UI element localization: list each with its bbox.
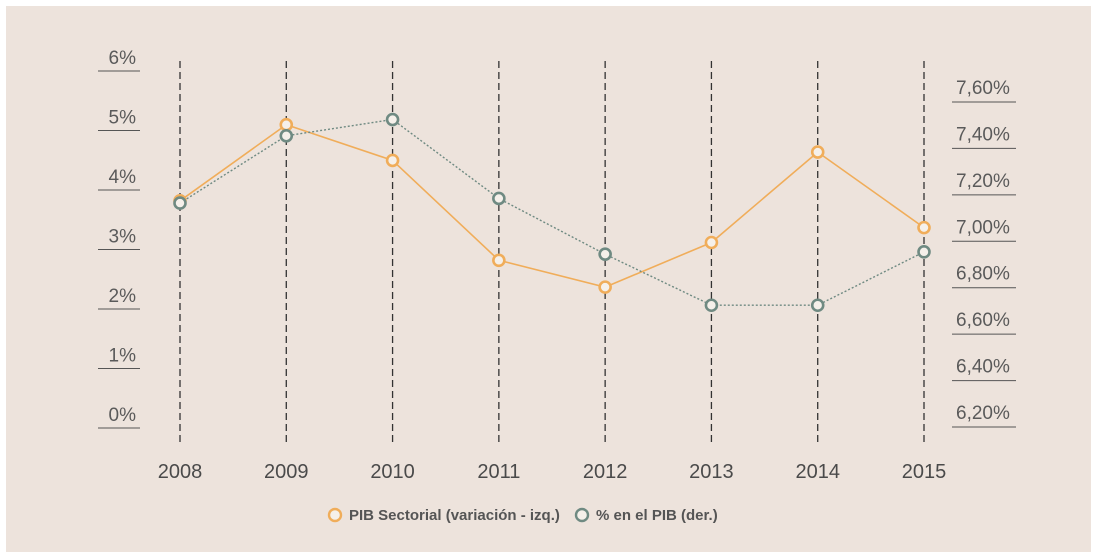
series-line-0 [179,123,925,288]
data-point-0-2013 [704,235,719,250]
right-axis-tick-label: 6,60% [956,310,1010,331]
right-axis-tick-label: 7,00% [956,217,1010,238]
data-point-1-2011 [492,191,506,206]
legend-marker-0 [327,507,343,523]
chart-panel: 0% 1% 2% 3% 4% 5% 6% 6,20% 6,40% 6,60% 6,80% 7,00% 7… [6,6,1091,552]
right-axis-tick-label: 7,40% [956,124,1010,145]
data-point-1-2010 [385,112,400,127]
legend-marker-1 [574,507,590,523]
data-point-0-2010 [385,153,400,168]
data-point-0-2012 [598,280,612,294]
line-chart: 0% 1% 2% 3% 4% 5% 6% 6,20% 6,40% 6,60% 6,80% 7,00% 7… [98,48,1016,524]
data-point-0-2014 [810,145,825,159]
right-axis-tick-label: 6,40% [956,357,1010,378]
x-axis-label-2010: 2010 [370,461,415,483]
right-axis-tick-label: 7,20% [956,171,1010,192]
legend-label-1: % en el PIB (der.) [596,507,718,524]
x-axis-label-2012: 2012 [583,461,628,483]
x-axis-label-2014: 2014 [795,461,840,483]
x-axis-label-2013: 2013 [689,461,734,483]
right-axis-tick-label: 7,60% [956,78,1010,99]
data-point-0-2011 [492,253,506,268]
legend-label-0: PIB Sectorial (variación - izq.) [349,507,560,524]
right-axis-tick-label: 6,80% [956,264,1010,285]
left-axis-tick-label: 1% [109,346,137,367]
data-point-1-2008 [173,196,187,210]
data-point-0-2009 [279,117,294,132]
left-axis-tick-label: 3% [109,227,137,248]
x-axis-label-2011: 2011 [477,461,520,483]
left-axis-tick-label: 6% [109,48,137,69]
data-point-0-2015 [917,220,931,235]
data-point-1-2014 [810,298,825,313]
data-point-1-2013 [704,298,719,313]
series-line-1 [179,118,925,306]
right-axis-tick-label: 6,20% [956,403,1010,424]
data-point-1-2009 [279,128,294,143]
x-axis-label-2015: 2015 [902,461,947,483]
left-axis-tick-label: 4% [109,167,137,188]
data-point-1-2015 [917,245,931,259]
x-axis-label-2008: 2008 [158,461,203,483]
left-axis-tick-label: 5% [109,108,137,129]
x-axis-label-2009: 2009 [264,461,309,483]
data-point-1-2012 [598,247,612,261]
left-axis-tick-label: 2% [109,286,137,307]
left-axis-tick-label: 0% [109,405,137,426]
